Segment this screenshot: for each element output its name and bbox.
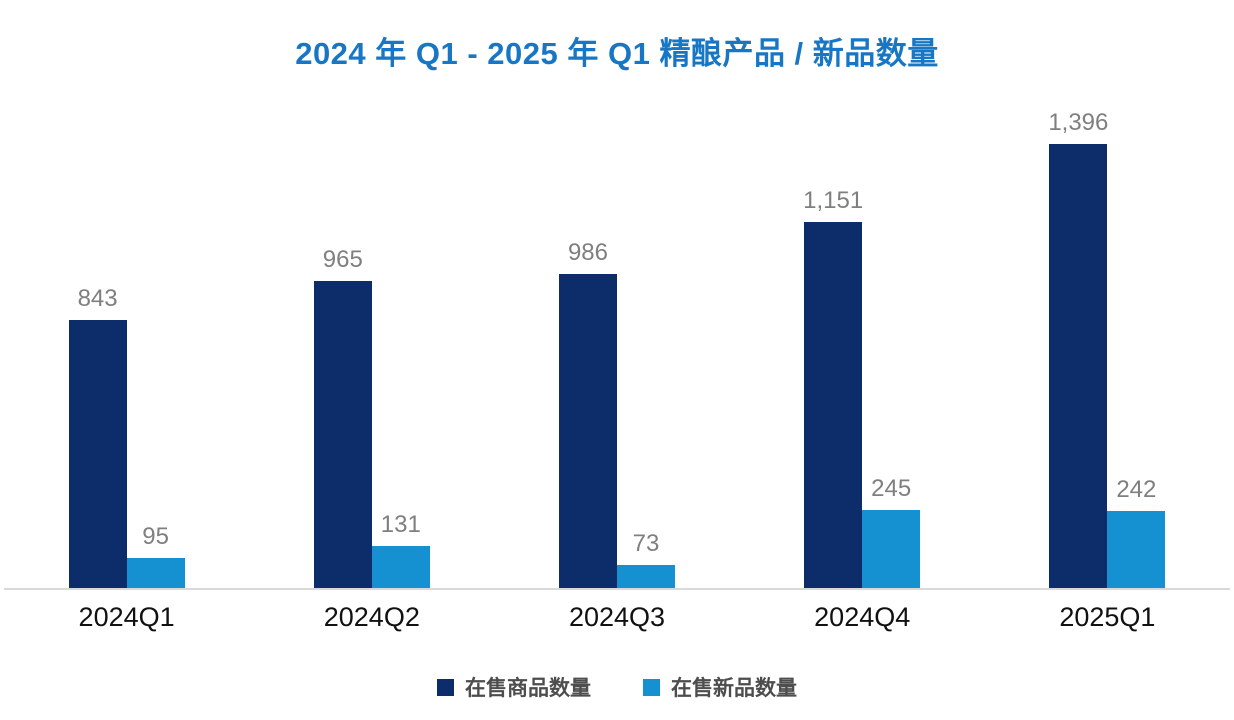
bar-products xyxy=(313,281,372,588)
bar-slot: 965 xyxy=(313,130,372,588)
bar-value-label: 1,151 xyxy=(803,187,864,214)
x-axis-label: 2024Q3 xyxy=(568,602,666,632)
bar-slot: 95 xyxy=(126,130,185,588)
bar-slot: 73 xyxy=(616,130,675,588)
bar-value-label: 95 xyxy=(142,523,169,550)
bar-products xyxy=(558,274,617,588)
legend-item: 在售商品数量 xyxy=(437,672,591,702)
bar-products xyxy=(1049,144,1108,588)
bar-slot: 986 xyxy=(558,130,617,588)
x-axis-label: 2024Q4 xyxy=(814,602,911,632)
bar-group: 965 131 xyxy=(313,130,430,588)
plot-area: 843 95 965 131 986 73 1,151 245 1,396 242 xyxy=(4,111,1230,590)
x-axis-label: 2025Q1 xyxy=(1059,602,1156,632)
x-axis-labels: 2024Q1 2024Q2 2024Q3 2024Q4 2025Q1 xyxy=(4,602,1230,633)
bar-new-items xyxy=(371,546,430,588)
bar-slot: 1,151 xyxy=(803,130,864,588)
bar-new-items xyxy=(616,565,675,588)
bar-slot: 843 xyxy=(68,130,127,588)
bar-new-items xyxy=(1107,511,1166,588)
x-axis-label: 2024Q1 xyxy=(78,602,175,632)
bar-slot: 1,396 xyxy=(1048,111,1108,588)
bar-value-label: 131 xyxy=(380,511,421,538)
legend: 在售商品数量 在售新品数量 xyxy=(0,672,1234,702)
bar-group: 843 95 xyxy=(68,130,185,588)
bar-group: 986 73 xyxy=(558,130,675,588)
bar-new-items xyxy=(862,510,921,588)
chart-title: 2024 年 Q1 - 2025 年 Q1 精酿产品 / 新品数量 xyxy=(295,36,939,71)
bar-slot: 242 xyxy=(1107,130,1166,588)
legend-item-label: 在售新品数量 xyxy=(671,677,797,700)
bar-group: 1,396 242 xyxy=(1048,111,1166,588)
bar-new-items xyxy=(126,558,185,588)
bar-value-label: 986 xyxy=(567,239,608,266)
x-axis-label: 2024Q2 xyxy=(323,602,420,632)
bar-products xyxy=(804,222,863,588)
legend-swatch-icon xyxy=(437,678,454,696)
bar-value-label: 965 xyxy=(322,246,363,273)
bar-slot: 131 xyxy=(371,130,430,588)
bar-group: 1,151 245 xyxy=(803,130,921,588)
bar-value-label: 245 xyxy=(871,475,912,502)
bar-value-label: 843 xyxy=(77,285,118,312)
bar-value-label: 242 xyxy=(1116,476,1157,503)
bar-value-label: 1,396 xyxy=(1048,109,1109,136)
legend-item: 在售新品数量 xyxy=(643,672,797,702)
legend-item-label: 在售商品数量 xyxy=(465,677,591,700)
bar-products xyxy=(68,320,127,588)
legend-swatch-icon xyxy=(643,678,660,696)
bar-slot: 245 xyxy=(862,130,921,588)
bar-value-label: 73 xyxy=(632,530,660,557)
